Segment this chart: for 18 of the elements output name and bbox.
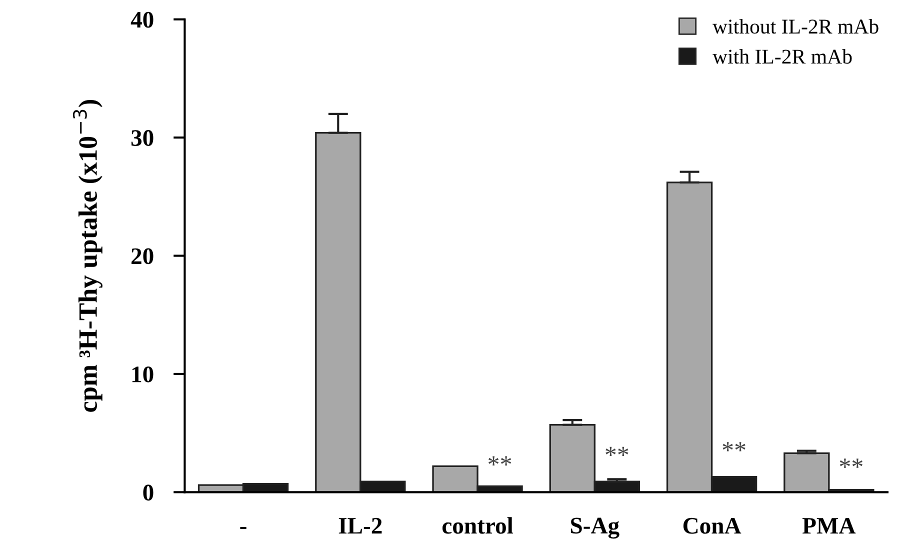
y-tick-label: 30 [131, 130, 154, 146]
legend-label: without IL-2R mAb [712, 18, 878, 34]
x-tick-label: ConA [683, 518, 742, 534]
y-tick-label: 20 [132, 248, 154, 264]
legend-label: with IL-2R mAb [712, 49, 852, 64]
y-tick-label: 0 [143, 484, 154, 501]
y-axis-title: cpm ³H-Thy uptake (x10$^{−3}$) [72, 100, 102, 412]
x-tick-label: IL-2 [338, 518, 382, 534]
y-tick-label: 40 [130, 12, 154, 28]
annotation: ** [488, 456, 512, 466]
x-tick-label: - [240, 526, 246, 529]
x-tick-label: PMA [802, 518, 856, 534]
x-tick-label: control [442, 517, 513, 534]
annotation: ** [606, 446, 628, 456]
y-tick-label: 10 [132, 366, 154, 382]
annotation: ** [722, 442, 746, 452]
x-tick-label: S-Ag [570, 518, 620, 539]
annotation: ** [840, 458, 862, 468]
